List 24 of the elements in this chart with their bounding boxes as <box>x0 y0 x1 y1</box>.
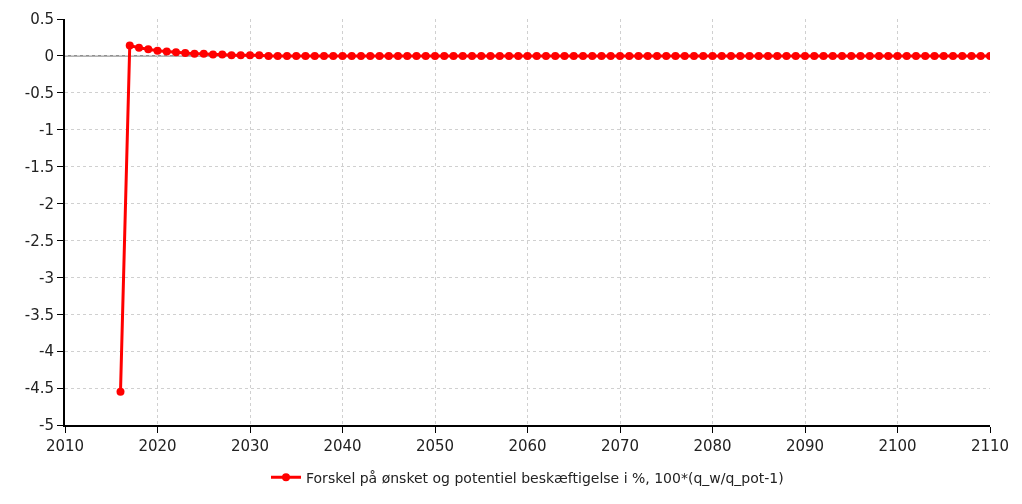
y-tick-label: 0 <box>44 47 54 66</box>
y-tick-label: -1.5 <box>24 157 54 176</box>
y-tick-label: -4.5 <box>24 379 54 398</box>
y-tick-label: -3.5 <box>24 305 54 324</box>
x-tick-label: 2010 <box>45 437 85 455</box>
legend-label: Forskel på ønsket og potentiel beskæftigelse i %, 100*(q_w/q_pot-1) <box>306 469 784 486</box>
x-tick-label: 2030 <box>230 437 270 455</box>
y-tick-label: -2.5 <box>24 231 54 250</box>
y-tick-label: -2 <box>39 194 54 213</box>
x-tick-label: 2110 <box>970 437 1010 455</box>
x-tick-label: 2100 <box>878 437 917 455</box>
x-tick-label: 2080 <box>693 437 732 455</box>
x-tick-label: 2090 <box>785 437 825 455</box>
y-tick-label: -4 <box>39 342 54 361</box>
x-tick-label: 2020 <box>138 437 177 455</box>
y-tick-label: -0.5 <box>24 84 54 103</box>
y-tick-label: -3 <box>39 268 54 287</box>
x-tick-label: 2060 <box>508 437 547 455</box>
x-tick-label: 2070 <box>600 437 640 455</box>
x-tick-label: 2040 <box>323 437 362 455</box>
y-tick-label: -1 <box>39 120 54 139</box>
y-tick-label: 0.5 <box>30 10 54 29</box>
x-tick-label: 2050 <box>415 437 455 455</box>
y-tick-label: -5 <box>39 416 54 435</box>
